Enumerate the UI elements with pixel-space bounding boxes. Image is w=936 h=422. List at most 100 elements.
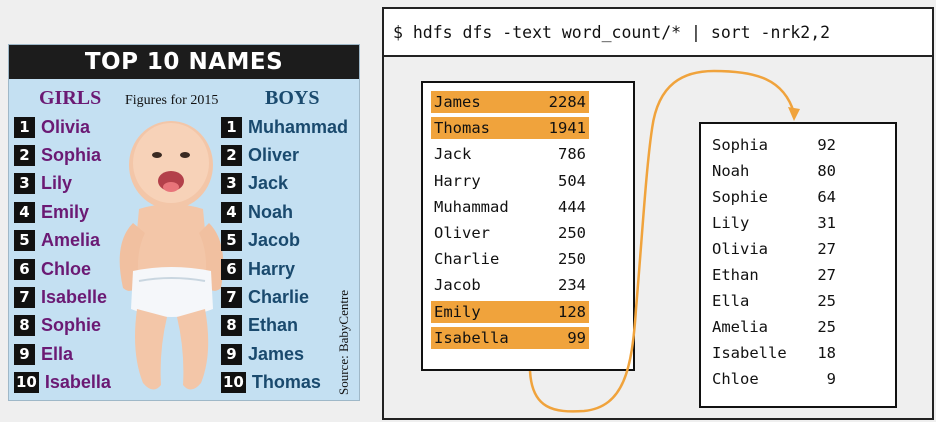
girls-rank-row: 1 Olivia	[14, 113, 111, 141]
rank-number: 8	[221, 315, 242, 337]
word-cell: Noah	[712, 162, 750, 180]
sorted-word-count-table: Sophia 92 Noah 80 Sophie 64 Lily 31 Olivia 27 Etha…	[699, 122, 897, 408]
word-count-row: Isabella 99	[431, 326, 589, 349]
word-cell: Ethan	[712, 266, 759, 284]
word-cell: Charlie	[434, 250, 500, 269]
boy-name: James	[248, 343, 305, 364]
rank-number: 6	[221, 258, 242, 280]
boys-rank-row: 9 James	[221, 340, 348, 368]
rank-number: 10	[14, 372, 39, 394]
girl-name: Chloe	[41, 258, 92, 279]
rank-number: 10	[221, 372, 246, 394]
girl-name: Amelia	[41, 230, 101, 251]
word-cell: Ella	[712, 292, 750, 310]
boy-name: Jacob	[248, 230, 301, 251]
count-cell: 1941	[548, 119, 586, 138]
word-cell: Isabella	[434, 328, 509, 347]
girl-name: Emily	[41, 201, 90, 222]
word-count-row: Muhammad 444	[431, 196, 589, 218]
boys-rank-row: 7 Charlie	[221, 283, 348, 311]
rank-number: 9	[221, 343, 242, 365]
count-cell: 250	[558, 224, 586, 242]
word-cell: Jacob	[434, 276, 481, 295]
rank-number: 1	[14, 116, 35, 138]
rank-number: 4	[221, 201, 242, 223]
word-count-row: Chloe 9	[709, 368, 839, 390]
girls-rank-row: 5 Amelia	[14, 227, 111, 255]
word-cell: Thomas	[434, 119, 490, 138]
word-cell: Emily	[434, 302, 481, 321]
word-cell: Olivia	[712, 240, 768, 258]
word-count-row: Jacob 234	[431, 274, 589, 296]
boys-rank-row: 10 Thomas	[221, 369, 348, 397]
word-count-row: Amelia 25	[709, 316, 839, 338]
girls-ranking-list: 1 Olivia 2 Sophia 3 Lily 4 Emily 5 Amelia 6 Ch…	[14, 113, 111, 397]
rank-number: 2	[14, 145, 35, 167]
rank-number: 1	[221, 116, 242, 138]
word-count-row: James 2284	[431, 91, 589, 113]
rank-number: 7	[221, 287, 242, 309]
word-cell: Muhammad	[434, 197, 509, 216]
count-cell: 25	[817, 318, 836, 336]
count-cell: 250	[558, 250, 586, 269]
source-credit: Source: BabyCentre	[336, 289, 351, 395]
word-cell: Jack	[434, 145, 472, 164]
rank-number: 2	[221, 145, 242, 167]
count-cell: 27	[817, 240, 836, 258]
count-cell: 31	[817, 214, 836, 232]
boy-name: Noah	[248, 201, 293, 222]
word-count-row: Oliver 250	[431, 222, 589, 244]
rank-number: 3	[221, 173, 242, 195]
count-cell: 2284	[548, 93, 586, 111]
boy-name: Harry	[248, 258, 296, 279]
rank-number: 5	[221, 230, 242, 252]
word-count-row: Thomas 1941	[431, 117, 589, 140]
boys-rank-row: 6 Harry	[221, 255, 348, 283]
rank-number: 3	[14, 173, 35, 195]
rank-number: 5	[14, 230, 35, 252]
girl-name: Lily	[41, 173, 73, 194]
unsorted-word-count-table: James 2284 Thomas 1941 Jack 786 Harry 504 Muhamm…	[421, 81, 635, 371]
count-cell: 444	[558, 197, 586, 216]
boy-name: Muhammad	[248, 116, 349, 137]
girl-name: Sophie	[41, 315, 102, 336]
girl-name: Olivia	[41, 116, 91, 137]
boys-rank-row: 5 Jacob	[221, 227, 348, 255]
count-cell: 80	[817, 162, 836, 180]
word-cell: Oliver	[434, 224, 490, 242]
girl-name: Ella	[41, 343, 74, 364]
poster-title: TOP 10 NAMES	[9, 45, 359, 79]
terminal-slide: $ hdfs dfs -text word_count/* | sort -nr…	[382, 7, 934, 420]
word-cell: Chloe	[712, 370, 759, 388]
word-cell: James	[434, 93, 481, 111]
girls-header: GIRLS	[39, 87, 102, 109]
count-cell: 504	[558, 171, 586, 190]
girl-name: Isabella	[44, 372, 111, 393]
count-cell: 234	[558, 276, 586, 295]
boy-name: Oliver	[248, 145, 300, 166]
girls-rank-row: 8 Sophie	[14, 312, 111, 340]
boys-rank-row: 3 Jack	[221, 170, 348, 198]
baby-image	[119, 121, 224, 390]
count-cell: 92	[817, 136, 836, 154]
girls-rank-row: 4 Emily	[14, 198, 111, 226]
rank-number: 9	[14, 343, 35, 365]
girls-rank-row: 10 Isabella	[14, 369, 111, 397]
word-cell: Harry	[434, 171, 481, 190]
boys-rank-row: 8 Ethan	[221, 312, 348, 340]
rank-number: 7	[14, 287, 35, 309]
word-count-row: Sophia 92	[709, 134, 839, 156]
slide-body: James 2284 Thomas 1941 Jack 786 Harry 504 Muhamm…	[384, 57, 932, 418]
word-count-row: Ethan 27	[709, 264, 839, 286]
boy-name: Jack	[248, 173, 289, 194]
word-count-row: Charlie 250	[431, 248, 589, 270]
word-cell: Lily	[712, 214, 750, 232]
figures-label: Figures for 2015	[125, 93, 219, 108]
word-count-row: Sophie 64	[709, 186, 839, 208]
count-cell: 64	[817, 188, 836, 206]
word-count-row: Harry 504	[431, 170, 589, 192]
boy-name: Thomas	[251, 372, 321, 393]
girls-rank-row: 7 Isabelle	[14, 283, 111, 311]
word-count-row: Lily 31	[709, 212, 839, 234]
count-cell: 25	[817, 292, 836, 310]
